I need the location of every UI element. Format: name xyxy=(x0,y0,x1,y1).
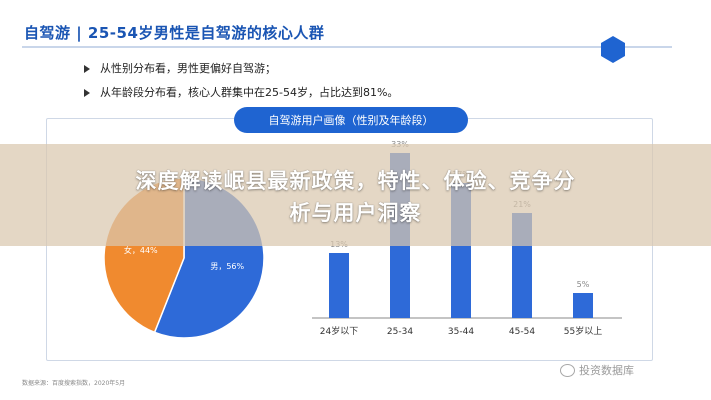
hexagon-icon xyxy=(601,36,625,63)
wechat-icon xyxy=(560,363,575,377)
x-tick-label: 25-34 xyxy=(387,327,413,337)
page-title: 自驾游 | 25-54岁男性是自驾游的核心人群 xyxy=(24,24,325,42)
bullet-text: 从性别分布看，男性更偏好自驾游； xyxy=(100,62,276,75)
x-tick-label: 45-54 xyxy=(509,327,535,337)
source-note: 数据来源：百度搜索指数，2020年5月 xyxy=(22,380,126,387)
arrow-bullet-icon xyxy=(84,65,90,73)
bullet-text: 从年龄段分布看，核心人群集中在25-54岁，占比达到81%。 xyxy=(100,86,399,99)
watermark: 投资数据库 xyxy=(560,362,634,378)
arrow-bullet-icon xyxy=(84,89,90,97)
bar-value-label: 5% xyxy=(577,280,590,289)
bullet-item: 从性别分布看，男性更偏好自驾游； xyxy=(84,57,398,81)
x-tick-label: 55岁以上 xyxy=(564,325,602,337)
pie-slice-label: 男，56% xyxy=(210,262,244,271)
x-tick-label: 24岁以下 xyxy=(320,325,358,337)
bar xyxy=(329,253,349,318)
overlay-band xyxy=(0,144,711,246)
chart-title-pill: 自驾游用户画像（性别及年龄段） xyxy=(234,107,468,133)
bullet-item: 从年龄段分布看，核心人群集中在25-54岁，占比达到81%。 xyxy=(84,81,398,105)
pie-slice-label: 女，44% xyxy=(124,245,158,255)
headline-line-1: 深度解读岷县最新政策，特性、体验、竞争分 xyxy=(135,169,576,193)
title-divider xyxy=(22,46,672,48)
x-tick-label: 35-44 xyxy=(448,327,474,337)
overlay-headline: 深度解读岷县最新政策，特性、体验、竞争分 析与用户洞察 xyxy=(0,165,711,229)
bar xyxy=(573,293,593,318)
bullet-list: 从性别分布看，男性更偏好自驾游； 从年龄段分布看，核心人群集中在25-54岁，占… xyxy=(84,57,398,105)
headline-line-2: 析与用户洞察 xyxy=(289,201,422,225)
watermark-text: 投资数据库 xyxy=(579,364,634,377)
